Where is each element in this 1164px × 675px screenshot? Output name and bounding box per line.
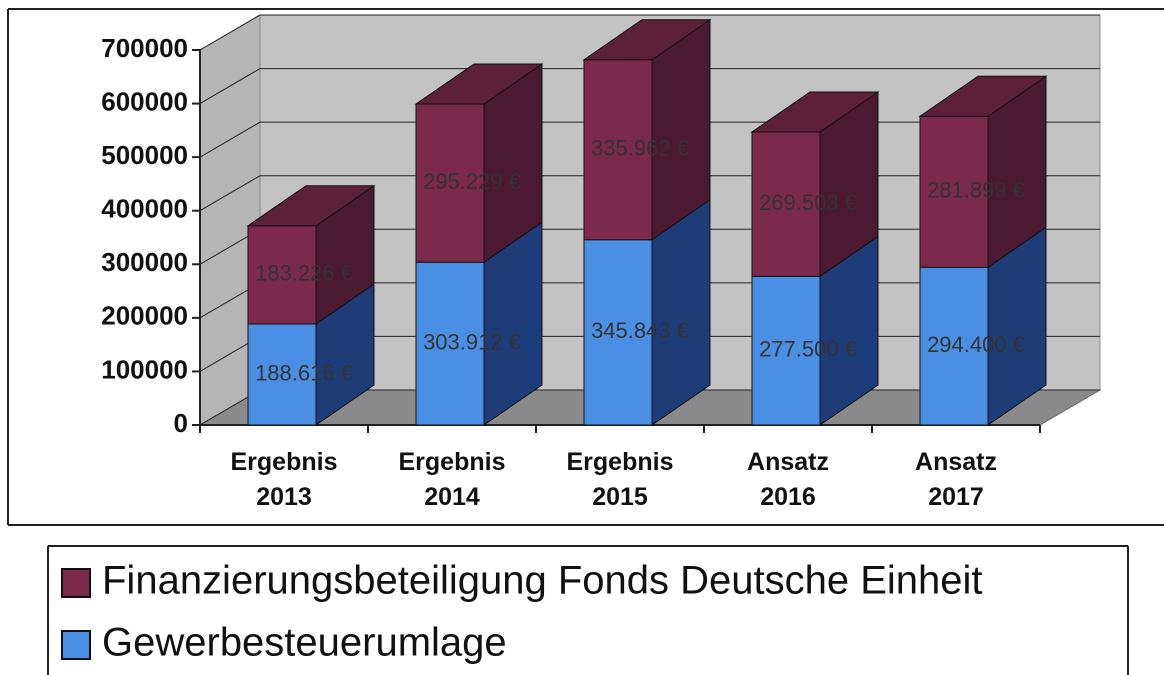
bar-top: [582, 19, 712, 61]
value-label: 277.500 €: [759, 336, 857, 361]
legend-label: Gewerbesteuerumlage: [102, 621, 507, 665]
x-tick-label: Ergebnis 2014: [399, 448, 506, 511]
bar: [919, 266, 989, 426]
legend-swatch: [61, 568, 91, 598]
bar-top: [246, 185, 376, 227]
y-tick-label: 400000: [101, 194, 188, 224]
y-tick-label: 200000: [101, 301, 188, 331]
bar-top: [414, 63, 544, 105]
legend-swatch: [61, 630, 91, 660]
x-tick-label: Ansatz 2016: [747, 448, 829, 511]
bar: [247, 225, 317, 325]
chart-frame: [7, 8, 1164, 526]
bar: [751, 131, 821, 277]
grid-line: [199, 14, 1100, 51]
bar: [247, 323, 317, 426]
bar: [751, 275, 821, 426]
y-tick-label: 0: [174, 408, 188, 438]
y-tick-label: 700000: [101, 33, 188, 63]
y-tick-label: 100000: [101, 354, 188, 384]
bar: [415, 103, 485, 263]
y-tick-label: 300000: [101, 247, 188, 277]
value-label: 294.400 €: [927, 332, 1025, 357]
value-label: 335.962 €: [591, 136, 689, 161]
value-label: 183.226 €: [255, 261, 353, 286]
bar: [415, 261, 485, 426]
value-label: 295.229 €: [423, 169, 521, 194]
bar: [583, 59, 653, 241]
x-tick-label: Ergebnis 2015: [567, 448, 674, 511]
legend-label: Finanzierungsbeteiligung Fonds Deutsche …: [102, 559, 983, 603]
bar: [583, 239, 653, 426]
y-tick-label: 500000: [101, 140, 188, 170]
bar-top: [918, 75, 1048, 117]
y-tick-label: 600000: [101, 86, 188, 116]
value-label: 188.616 €: [255, 360, 353, 385]
value-label: 281.899 €: [927, 178, 1025, 203]
x-tick-label: Ergebnis 2013: [231, 448, 338, 511]
x-tick-label: Ansatz 2017: [915, 448, 997, 511]
bar-top: [750, 91, 880, 133]
bar: [919, 115, 989, 268]
legend-frame: [47, 545, 1129, 675]
grid-line: [199, 68, 1100, 105]
value-label: 269.503 €: [759, 190, 857, 215]
value-label: 345.843 €: [591, 318, 689, 343]
value-label: 303.912 €: [423, 329, 521, 354]
